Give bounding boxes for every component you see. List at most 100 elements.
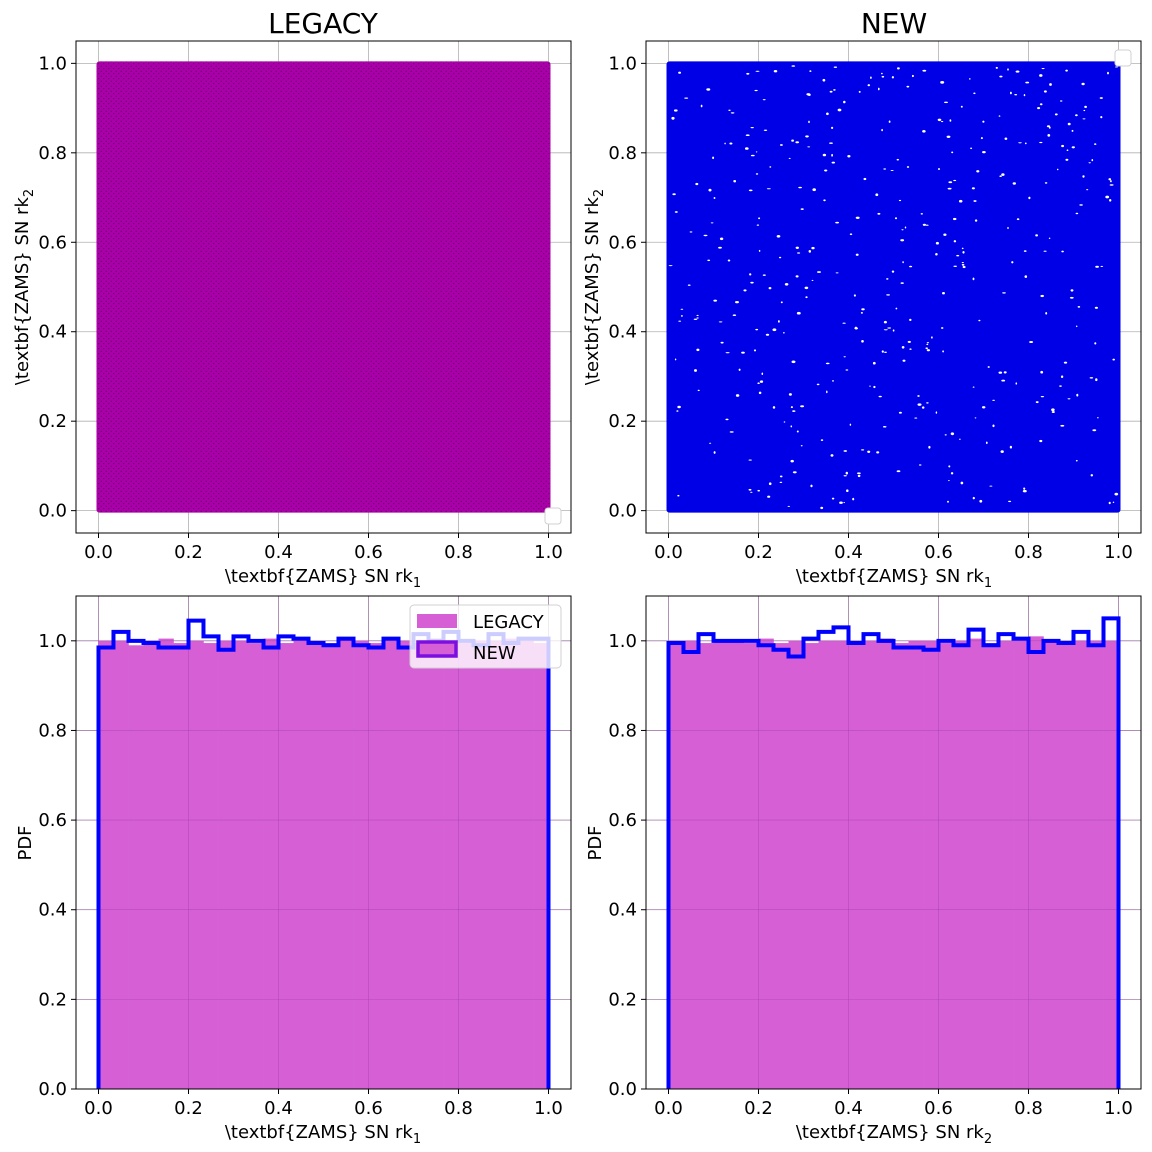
histogram-bar-legacy bbox=[848, 643, 864, 1089]
scatter-gap bbox=[791, 360, 796, 364]
y-tick-label: 0.2 bbox=[608, 989, 637, 1010]
scatter-gap bbox=[987, 366, 990, 368]
scatter-gap bbox=[757, 382, 760, 384]
scatter-gap bbox=[727, 259, 731, 262]
scatter-gap bbox=[729, 142, 733, 145]
scatter-gap bbox=[898, 199, 902, 202]
x-tick-label: 0.8 bbox=[444, 542, 473, 563]
scatter-gap bbox=[831, 153, 834, 157]
scatter-gap bbox=[755, 328, 759, 331]
scatter-gap bbox=[795, 141, 800, 144]
scatter-gap bbox=[779, 475, 783, 478]
x-tick-label: 0.8 bbox=[1014, 1098, 1043, 1119]
scatter-gap bbox=[860, 312, 863, 314]
scatter-gap bbox=[710, 222, 714, 224]
histogram-bar-legacy bbox=[683, 640, 699, 1089]
legacy-scatter-panel: LEGACY 0.0 0.2 0.4 0.6 0.8 1.0 0.0 0.2 0.4 0.6 0.8… bbox=[12, 7, 572, 591]
y-tick-label: 1.0 bbox=[608, 53, 637, 74]
scatter-gap bbox=[1075, 212, 1079, 215]
scatter-gap bbox=[713, 197, 716, 199]
rk1-histogram-x-label: \textbf{ZAMS} SN rk1 bbox=[225, 1122, 421, 1147]
scatter-gap bbox=[680, 308, 684, 310]
scatter-gap bbox=[687, 284, 691, 286]
scatter-gap bbox=[694, 369, 697, 372]
scatter-gap bbox=[898, 411, 902, 414]
histogram-bar-legacy bbox=[893, 643, 909, 1089]
scatter-gap bbox=[697, 389, 700, 392]
scatter-gap bbox=[852, 497, 855, 501]
scatter-gap bbox=[835, 221, 840, 224]
y-tick-label: 0.6 bbox=[38, 232, 67, 253]
scatter-gap bbox=[900, 282, 904, 284]
scatter-gap bbox=[822, 78, 826, 82]
y-tick-label: 1.0 bbox=[38, 53, 67, 74]
scatter-gap bbox=[741, 351, 745, 354]
scatter-gap bbox=[700, 104, 703, 108]
scatter-gap bbox=[678, 71, 682, 74]
scatter-gap bbox=[901, 345, 905, 349]
scatter-gap bbox=[935, 253, 938, 256]
scatter-gap bbox=[944, 434, 947, 436]
scatter-gap bbox=[800, 208, 804, 210]
histogram-bar-legacy bbox=[728, 640, 744, 1089]
scatter-gap bbox=[1003, 371, 1007, 374]
x-tick-label: 0.8 bbox=[444, 1098, 473, 1119]
scatter-gap bbox=[1054, 113, 1058, 116]
scatter-gap bbox=[833, 66, 838, 68]
rk2-histogram-y-label: PDF bbox=[585, 825, 606, 860]
scatter-gap bbox=[847, 155, 851, 158]
histogram-bar-legacy bbox=[1103, 640, 1119, 1089]
histogram-bar-legacy bbox=[173, 643, 189, 1089]
x-tick-label: 0.4 bbox=[264, 542, 293, 563]
scatter-gap bbox=[949, 119, 952, 122]
scatter-gap bbox=[947, 500, 949, 503]
scatter-gap bbox=[750, 491, 753, 493]
scatter-gap bbox=[1025, 81, 1030, 84]
scatter-gap bbox=[972, 386, 975, 388]
scatter-gap bbox=[743, 289, 747, 292]
scatter-gap bbox=[755, 173, 759, 175]
scatter-gap bbox=[897, 67, 900, 70]
scatter-gap bbox=[816, 383, 820, 386]
new-scatter-y-label: \textbf{ZAMS} SN rk2 bbox=[582, 189, 607, 385]
scatter-gap bbox=[1082, 118, 1086, 120]
scatter-gap bbox=[925, 347, 928, 350]
scatter-gap bbox=[875, 193, 879, 197]
histogram-bar-legacy bbox=[353, 640, 369, 1089]
scatter-gap bbox=[759, 380, 764, 383]
histogram-bar-legacy bbox=[938, 643, 954, 1089]
scatter-gap bbox=[1086, 189, 1089, 191]
scatter-gap bbox=[778, 256, 782, 259]
scatter-gap bbox=[937, 118, 942, 122]
scatter-gap bbox=[1108, 178, 1112, 181]
histogram-bar-legacy bbox=[218, 640, 234, 1089]
legend-swatch-legacy bbox=[417, 614, 457, 628]
scatter-gap bbox=[1097, 417, 1099, 419]
scatter-gap bbox=[804, 286, 809, 290]
histogram-bar-legacy bbox=[398, 640, 414, 1089]
histogram-bar-legacy bbox=[518, 640, 534, 1089]
scatter-gap bbox=[795, 275, 799, 278]
scatter-gap bbox=[931, 336, 933, 339]
rk2-histogram-axes-frame bbox=[645, 595, 1142, 1090]
scatter-gap bbox=[758, 391, 762, 395]
scatter-gap bbox=[784, 283, 789, 286]
scatter-gap bbox=[953, 265, 958, 267]
scatter-gap bbox=[961, 247, 964, 250]
scatter-gap bbox=[948, 465, 951, 468]
scatter-gap bbox=[719, 237, 724, 241]
x-tick-label: 0.2 bbox=[744, 542, 773, 563]
scatter-gap bbox=[998, 371, 1003, 374]
scatter-gap bbox=[811, 279, 814, 281]
scatter-gap bbox=[998, 115, 1001, 117]
scatter-gap bbox=[1023, 487, 1026, 490]
x-tick-label: 0.4 bbox=[834, 542, 863, 563]
scatter-gap bbox=[766, 188, 771, 190]
scatter-gap bbox=[948, 480, 950, 482]
scatter-gap bbox=[959, 438, 961, 440]
scatter-gap bbox=[846, 489, 849, 493]
new-scatter-x-label: \textbf{ZAMS} SN rk1 bbox=[796, 566, 992, 591]
scatter-gap bbox=[769, 166, 772, 168]
scatter-gap bbox=[671, 116, 675, 120]
scatter-gap bbox=[953, 240, 957, 243]
